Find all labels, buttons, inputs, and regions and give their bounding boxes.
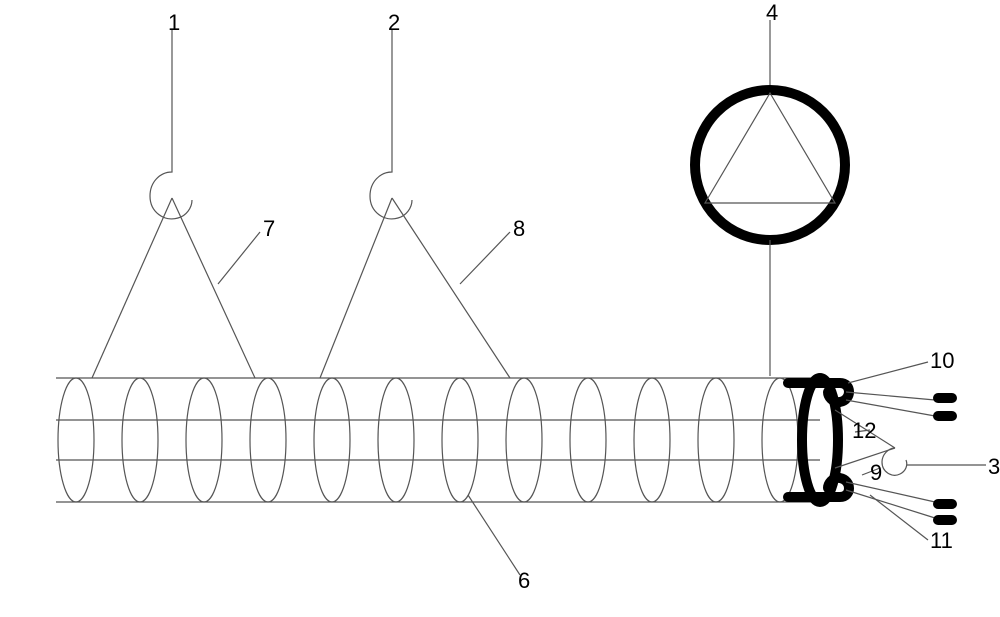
label-8: 8 — [513, 216, 525, 242]
label-12: 12 — [852, 418, 876, 444]
knobs — [938, 398, 952, 520]
clamp-assembly — [788, 378, 849, 502]
hook-1-assembly — [92, 30, 255, 378]
cylinder-rings — [58, 378, 798, 502]
label-6: 6 — [518, 568, 530, 594]
ring-assembly — [695, 20, 845, 376]
label-7: 7 — [263, 216, 275, 242]
label-3: 3 — [988, 454, 1000, 480]
label-1: 1 — [168, 10, 180, 36]
label-9: 9 — [870, 460, 882, 486]
hook-3 — [882, 448, 986, 475]
label-11: 11 — [930, 528, 953, 554]
cylinder-body — [56, 378, 820, 502]
label-2: 2 — [388, 10, 400, 36]
label-4: 4 — [766, 0, 778, 26]
diagram-svg — [0, 0, 1000, 617]
right-lines — [835, 392, 935, 518]
label-10: 10 — [930, 348, 954, 374]
hook-2-assembly — [320, 30, 510, 378]
